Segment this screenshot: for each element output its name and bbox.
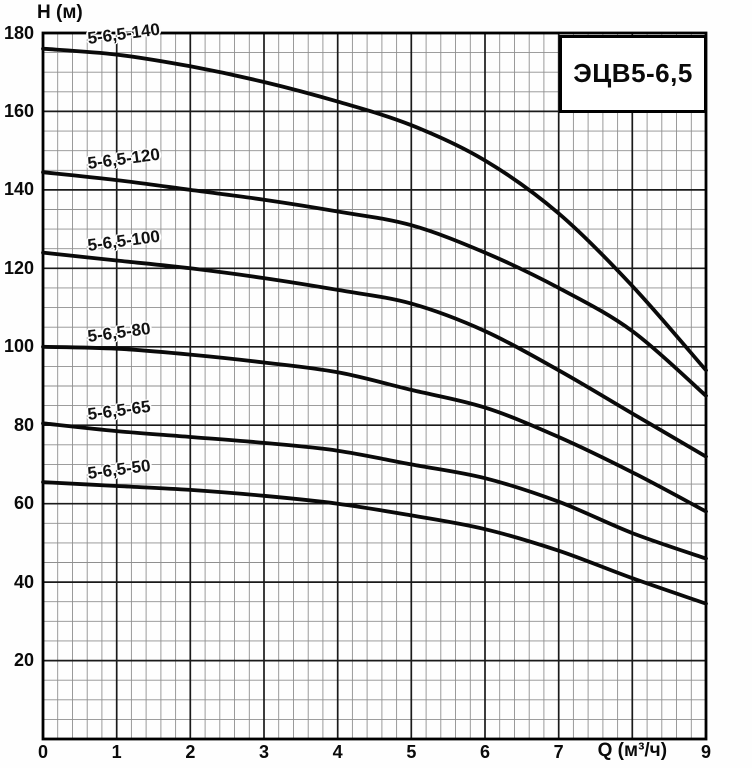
pump-curve xyxy=(41,344,708,514)
pump-curve xyxy=(41,46,708,373)
pump-curve xyxy=(41,421,708,561)
pump-curve xyxy=(41,170,708,398)
pump-curve xyxy=(41,480,708,606)
pump-curve xyxy=(41,250,708,459)
